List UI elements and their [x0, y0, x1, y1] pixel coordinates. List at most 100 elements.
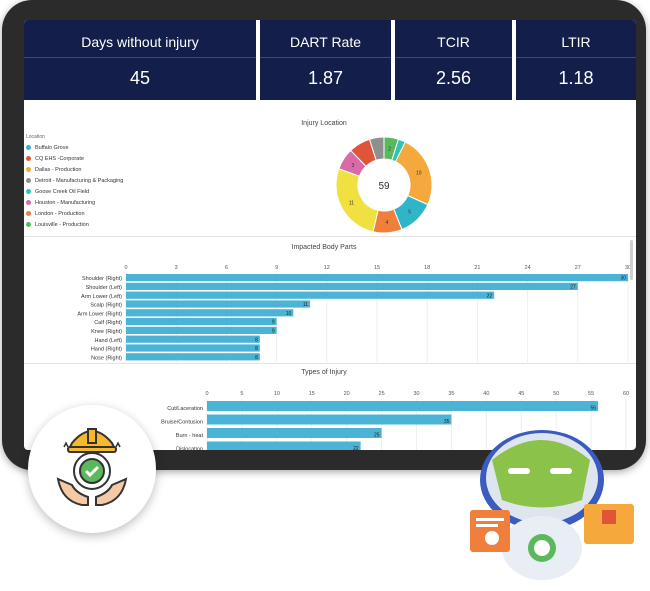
kpi-days-without-injury[interactable]: Days without injury 45	[24, 20, 256, 100]
bar-value-label: 27	[570, 285, 576, 291]
scrollbar[interactable]	[630, 240, 633, 280]
kpi-label: DART Rate	[289, 34, 362, 50]
tick-label: 30	[625, 265, 631, 271]
bar-value-label: 56	[591, 406, 597, 412]
kpi-divider	[260, 57, 391, 58]
kpi-dart-rate[interactable]: DART Rate 1.87	[260, 20, 391, 100]
legend-swatch	[26, 211, 31, 217]
bar[interactable]	[126, 291, 495, 299]
kpi-value: 2.56	[435, 68, 472, 88]
legend-item[interactable]: London - Production	[26, 211, 85, 217]
bar[interactable]	[126, 309, 294, 317]
legend-item[interactable]: Buffalo Grove	[26, 145, 69, 151]
legend-swatch	[26, 156, 31, 162]
tick-label: 40	[483, 391, 489, 397]
slice-label: 3	[352, 163, 355, 169]
types-of-injury-title: Types of Injury	[301, 369, 347, 376]
category-label: Shoulder (Right)	[82, 276, 122, 282]
tick-label: 18	[424, 265, 430, 271]
tick-label: 55	[588, 391, 594, 397]
bar[interactable]	[126, 335, 260, 343]
bar-value-label: 11	[303, 302, 308, 308]
bar[interactable]	[126, 300, 311, 308]
kpi-label: Days without injury	[81, 34, 199, 50]
bar[interactable]	[207, 401, 599, 411]
slice-label: 10	[416, 170, 422, 176]
dashboard-screen: Days without injury 45 DART Rate 1.87 TC…	[24, 20, 636, 450]
bar-value-label: 8	[255, 337, 258, 343]
injury-location-title: Injury Location	[301, 120, 347, 127]
legend-item[interactable]: Dallas - Production	[26, 167, 81, 173]
kpi-value: 1.87	[307, 68, 344, 88]
bar[interactable]	[126, 274, 628, 282]
category-label: Scalp (Right)	[90, 303, 122, 309]
injury-location-donut-chart: 2 10 5 4 11 3 59	[335, 136, 433, 234]
category-label: Arm Lower (Right)	[77, 311, 122, 317]
category-label: Dislocation	[176, 447, 203, 451]
category-label: Cut/Laceration	[167, 406, 203, 412]
tick-label: 0	[205, 391, 208, 397]
bar[interactable]	[126, 282, 578, 290]
legend-swatch	[26, 189, 31, 195]
legend-item[interactable]: Detroit - Manufacturing & Packaging	[26, 178, 123, 184]
tick-label: 30	[413, 391, 419, 397]
tick-label: 24	[525, 265, 531, 271]
category-label: Nose (Right)	[91, 355, 122, 361]
kpi-divider	[516, 57, 636, 58]
slice-label: 4	[385, 220, 388, 226]
legend-label: Detroit - Manufacturing & Packaging	[35, 178, 124, 184]
bar-value-label: 9	[272, 329, 275, 335]
kpi-divider	[395, 57, 512, 58]
legend-swatch	[26, 222, 31, 228]
slice-label: 5	[408, 210, 411, 216]
category-label: Shoulder (Left)	[86, 285, 123, 291]
kpi-ltir[interactable]: LTIR 1.18	[516, 20, 636, 100]
legend-item[interactable]: Houston - Manufacturing	[26, 200, 95, 206]
body-parts-bar-chart: 0 3 6 9 12 15 18 21 24 27 30 Shoulder (Right) 30 Shou…	[77, 265, 631, 362]
worker-safety-icon	[56, 428, 128, 506]
legend-label: Louisville - Production	[35, 222, 89, 228]
bar[interactable]	[126, 353, 260, 361]
bar-value-label: 25	[374, 433, 380, 439]
category-label: Knee (Right)	[91, 329, 122, 335]
bar-value-label: 22	[487, 293, 493, 299]
bar[interactable]	[207, 441, 361, 451]
safety-badge	[28, 405, 156, 533]
bar-value-label: 10	[286, 311, 292, 317]
bar[interactable]	[126, 326, 277, 334]
category-label: Burn - heat	[176, 433, 204, 439]
kpi-row: Days without injury 45 DART Rate 1.87 TC…	[24, 20, 636, 100]
tick-label: 0	[124, 265, 127, 271]
tick-label: 20	[344, 391, 350, 397]
category-label: Hand (Left)	[94, 338, 122, 344]
bar[interactable]	[126, 344, 260, 352]
kpi-divider	[24, 57, 256, 58]
donut-slice[interactable]	[368, 136, 385, 161]
bar[interactable]	[207, 414, 452, 425]
bar[interactable]	[126, 318, 277, 326]
slice-label: 11	[349, 201, 354, 207]
legend-item[interactable]: CQ EHS -Corporate	[26, 156, 84, 162]
donut-total: 59	[378, 181, 390, 192]
tick-label: 15	[309, 391, 315, 397]
body-parts-title: Impacted Body Parts	[291, 244, 357, 251]
legend-label: Buffalo Grove	[35, 145, 69, 151]
bar-value-label: 8	[255, 346, 258, 352]
legend-item[interactable]: Goose Creek Oil Field	[26, 189, 89, 195]
donut-slice[interactable]	[335, 168, 379, 233]
tick-label: 3	[175, 265, 178, 271]
tick-label: 35	[448, 391, 454, 397]
bar-value-label: 9	[272, 320, 275, 326]
kpi-tcir[interactable]: TCIR 2.56	[395, 20, 512, 100]
bar-value-label: 8	[255, 355, 258, 361]
bar[interactable]	[207, 428, 382, 438]
donut-slice[interactable]	[394, 141, 433, 206]
category-label: Hand (Right)	[91, 347, 122, 353]
legend-item[interactable]: Louisville - Production	[26, 222, 89, 228]
tick-label: 27	[575, 265, 581, 271]
legend-label: London - Production	[35, 211, 85, 217]
tick-label: 60	[623, 391, 629, 397]
section-divider	[24, 236, 636, 237]
legend-label: Goose Creek Oil Field	[35, 189, 90, 195]
tick-label: 9	[275, 265, 278, 271]
